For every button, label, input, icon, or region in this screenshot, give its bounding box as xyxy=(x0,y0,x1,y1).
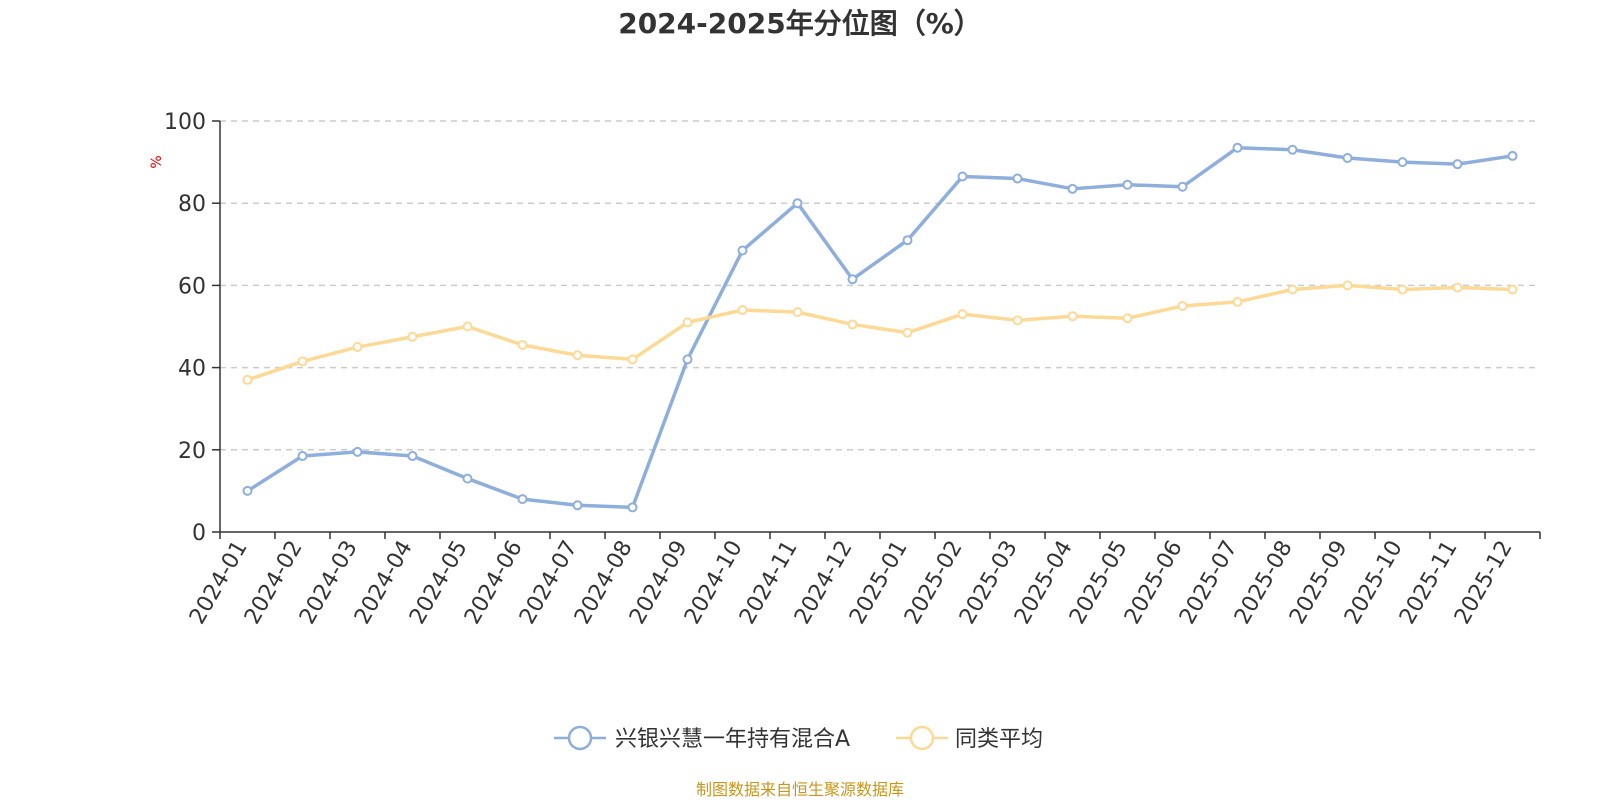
data-point[interactable] xyxy=(792,307,803,318)
data-point[interactable] xyxy=(627,354,638,365)
legend-marker-icon xyxy=(567,725,593,751)
legend-marker-icon xyxy=(909,725,935,751)
data-point[interactable] xyxy=(1397,157,1408,168)
data-point[interactable] xyxy=(957,171,968,182)
data-point[interactable] xyxy=(352,342,363,353)
data-point[interactable] xyxy=(297,356,308,367)
data-point[interactable] xyxy=(462,473,473,484)
y-tick-label: 20 xyxy=(178,439,206,464)
data-point[interactable] xyxy=(737,245,748,256)
series-1 xyxy=(242,280,1518,385)
data-point[interactable] xyxy=(242,485,253,496)
y-tick-label: 100 xyxy=(164,110,206,135)
y-tick-label: 0 xyxy=(192,521,206,546)
series-0 xyxy=(242,142,1518,513)
data-point[interactable] xyxy=(572,350,583,361)
data-point[interactable] xyxy=(462,321,473,332)
chart-title: 2024-2025年分位图（%） xyxy=(618,7,982,40)
data-point[interactable] xyxy=(1012,315,1023,326)
data-point[interactable] xyxy=(902,327,913,338)
legend-label: 兴银兴慧一年持有混合A xyxy=(615,727,850,752)
series-line xyxy=(246,145,1513,510)
source-note: 制图数据来自恒生聚源数据库 xyxy=(696,780,904,799)
data-point[interactable] xyxy=(1287,284,1298,295)
y-tick-label: 40 xyxy=(178,357,206,382)
data-point[interactable] xyxy=(242,374,253,385)
y-tick-label: 60 xyxy=(178,274,206,299)
y-tick-labels: 0 20 40 60 80 100 xyxy=(164,110,206,546)
data-point[interactable] xyxy=(1452,159,1463,170)
data-point[interactable] xyxy=(297,450,308,461)
data-point[interactable] xyxy=(737,305,748,316)
data-point[interactable] xyxy=(1507,284,1518,295)
series-line xyxy=(246,283,1513,382)
data-point[interactable] xyxy=(1067,311,1078,322)
legend-label: 同类平均 xyxy=(955,727,1043,752)
y-tick-label: 80 xyxy=(178,192,206,217)
data-point[interactable] xyxy=(517,339,528,350)
grid-lines xyxy=(220,120,1540,451)
data-point[interactable] xyxy=(1177,181,1188,192)
data-point[interactable] xyxy=(792,198,803,209)
legend-item-0[interactable]: 兴银兴慧一年持有混合A xyxy=(554,725,850,752)
y-axis-unit: % xyxy=(149,155,165,168)
data-point[interactable] xyxy=(847,319,858,330)
axes xyxy=(212,120,1541,539)
data-point[interactable] xyxy=(1122,179,1133,190)
data-point[interactable] xyxy=(517,494,528,505)
data-point[interactable] xyxy=(572,500,583,511)
data-point[interactable] xyxy=(847,274,858,285)
data-point[interactable] xyxy=(1452,282,1463,293)
data-point[interactable] xyxy=(1067,183,1078,194)
data-point[interactable] xyxy=(1012,173,1023,184)
data-point[interactable] xyxy=(407,450,418,461)
series-lines xyxy=(242,142,1518,513)
data-point[interactable] xyxy=(1122,313,1133,324)
data-point[interactable] xyxy=(1397,284,1408,295)
legend: 兴银兴慧一年持有混合A 同类平均 xyxy=(554,725,1043,752)
data-point[interactable] xyxy=(1342,280,1353,291)
data-point[interactable] xyxy=(1232,296,1243,307)
data-point[interactable] xyxy=(682,354,693,365)
data-point[interactable] xyxy=(1342,152,1353,163)
data-point[interactable] xyxy=(1287,144,1298,155)
data-point[interactable] xyxy=(1232,142,1243,153)
x-tick-labels: 2024-012024-022024-032024-042024-052024-… xyxy=(185,537,1518,629)
data-point[interactable] xyxy=(902,235,913,246)
data-point[interactable] xyxy=(407,331,418,342)
data-point[interactable] xyxy=(352,446,363,457)
data-point[interactable] xyxy=(957,309,968,320)
data-point[interactable] xyxy=(1507,150,1518,161)
data-point[interactable] xyxy=(1177,300,1188,311)
legend-item-1[interactable]: 同类平均 xyxy=(896,725,1043,752)
data-point[interactable] xyxy=(682,317,693,328)
data-point[interactable] xyxy=(627,502,638,513)
